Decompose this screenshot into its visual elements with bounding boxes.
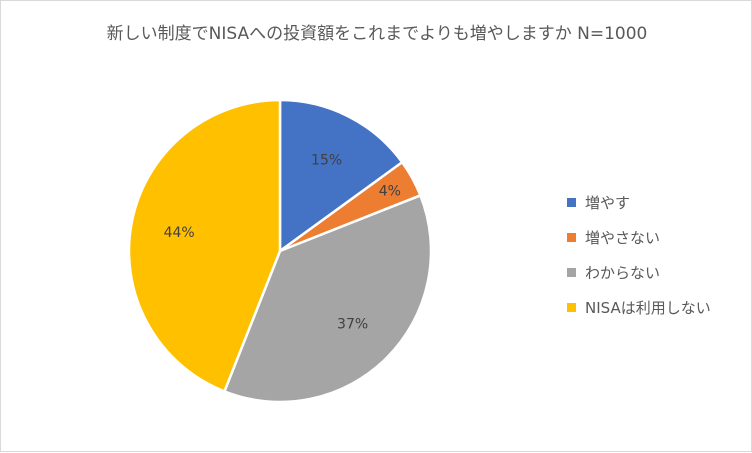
legend-swatch — [567, 233, 576, 242]
legend-swatch — [567, 198, 576, 207]
legend-item-3: わからない — [567, 255, 711, 290]
chart-title: 新しい制度でNISAへの投資額をこれまでよりも増やしますか N=1000 — [106, 24, 648, 44]
pie-slice-4 — [127, 98, 282, 393]
legend-label: 増やさない — [585, 229, 661, 247]
legend-item-4: NISAは利用しない — [567, 290, 711, 325]
data-label-4: 44% — [164, 225, 195, 241]
legend-swatch — [567, 268, 576, 277]
data-label-3: 37% — [337, 317, 368, 333]
data-label-2: 4% — [379, 184, 401, 200]
pie-slice-1 — [278, 98, 404, 253]
legend-label: NISAは利用しない — [585, 299, 711, 317]
legend-label: わからない — [585, 264, 661, 282]
legend-item-1: 増やす — [567, 185, 711, 220]
legend-swatch — [567, 303, 576, 312]
data-label-1: 15% — [311, 153, 342, 169]
legend: 増やす増やさないわからない NISAは利用しない — [567, 185, 711, 325]
legend-item-2: 増やさない — [567, 220, 711, 255]
pie-slice-3 — [223, 194, 433, 404]
legend-label: 増やす — [585, 194, 631, 212]
